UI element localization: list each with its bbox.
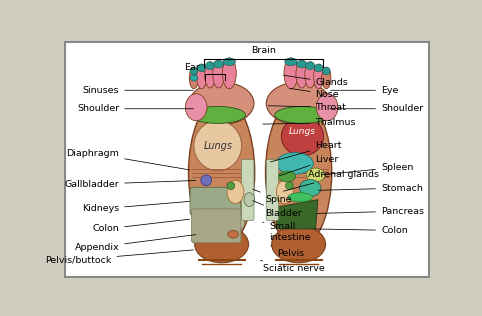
Ellipse shape — [296, 60, 308, 88]
Ellipse shape — [213, 60, 224, 88]
Ellipse shape — [275, 106, 330, 123]
FancyBboxPatch shape — [266, 160, 279, 221]
Text: Glands: Glands — [283, 75, 348, 87]
Text: Bladder: Bladder — [253, 201, 302, 218]
Text: Gallbladder: Gallbladder — [65, 180, 196, 189]
Polygon shape — [276, 200, 318, 229]
Text: Spleen: Spleen — [322, 163, 414, 175]
Text: Shoulder: Shoulder — [77, 104, 193, 113]
Ellipse shape — [214, 212, 245, 234]
Ellipse shape — [190, 106, 245, 123]
Text: Throat: Throat — [268, 103, 347, 112]
Text: Diaphragm: Diaphragm — [67, 149, 189, 170]
Ellipse shape — [189, 67, 199, 89]
FancyBboxPatch shape — [190, 187, 241, 215]
Ellipse shape — [189, 82, 254, 125]
Text: Colon: Colon — [314, 226, 408, 235]
Ellipse shape — [314, 64, 323, 89]
Ellipse shape — [307, 168, 325, 182]
Text: Shoulder: Shoulder — [330, 104, 423, 113]
FancyBboxPatch shape — [241, 160, 254, 221]
Ellipse shape — [316, 94, 338, 121]
Ellipse shape — [194, 121, 241, 171]
Ellipse shape — [288, 193, 312, 202]
Ellipse shape — [321, 67, 331, 89]
Text: Pancreas: Pancreas — [317, 207, 424, 216]
Text: Heart: Heart — [270, 141, 342, 162]
Text: Small
intestine: Small intestine — [263, 222, 311, 242]
Circle shape — [285, 182, 293, 190]
Ellipse shape — [188, 98, 254, 248]
Ellipse shape — [279, 171, 295, 182]
Ellipse shape — [266, 98, 332, 248]
Ellipse shape — [223, 58, 236, 66]
Text: Brain: Brain — [251, 46, 276, 55]
Ellipse shape — [190, 67, 198, 75]
Ellipse shape — [276, 153, 313, 174]
FancyBboxPatch shape — [65, 42, 429, 277]
Text: Spine: Spine — [253, 189, 292, 204]
Text: Sciatic nerve: Sciatic nerve — [260, 260, 325, 273]
Ellipse shape — [299, 179, 321, 197]
Ellipse shape — [266, 82, 331, 125]
Text: Colon: Colon — [93, 219, 189, 234]
Text: Appendix: Appendix — [75, 234, 196, 252]
Ellipse shape — [284, 58, 298, 89]
Text: Ear: Ear — [185, 63, 200, 72]
Circle shape — [201, 175, 212, 186]
Ellipse shape — [227, 180, 244, 204]
Ellipse shape — [214, 60, 224, 68]
Ellipse shape — [281, 117, 323, 156]
Text: Sinuses: Sinuses — [83, 86, 193, 95]
Ellipse shape — [322, 67, 330, 75]
Circle shape — [227, 182, 235, 190]
FancyBboxPatch shape — [191, 209, 241, 243]
Text: Pelvis: Pelvis — [271, 246, 304, 258]
Text: Liver: Liver — [280, 155, 339, 176]
Ellipse shape — [272, 226, 325, 263]
Ellipse shape — [190, 75, 198, 81]
Ellipse shape — [186, 94, 207, 121]
Ellipse shape — [285, 58, 297, 66]
Text: Stomach: Stomach — [318, 184, 423, 192]
Text: Kidneys: Kidneys — [82, 201, 189, 213]
Ellipse shape — [305, 62, 316, 88]
Ellipse shape — [314, 64, 323, 72]
Ellipse shape — [205, 62, 215, 88]
Text: Pelvis/buttock: Pelvis/buttock — [45, 250, 193, 264]
Ellipse shape — [197, 64, 206, 72]
Ellipse shape — [222, 58, 236, 89]
Ellipse shape — [197, 64, 207, 89]
Text: Lungs: Lungs — [203, 141, 232, 151]
Ellipse shape — [228, 230, 239, 238]
Ellipse shape — [306, 62, 315, 70]
Text: Thalmus: Thalmus — [263, 118, 356, 127]
Text: Eye: Eye — [331, 86, 399, 95]
Ellipse shape — [205, 62, 214, 70]
Ellipse shape — [195, 226, 249, 263]
Ellipse shape — [297, 60, 307, 68]
Text: Nose: Nose — [290, 88, 339, 99]
Ellipse shape — [244, 193, 254, 207]
Text: Adrenal glands: Adrenal glands — [283, 170, 379, 191]
Text: Lungs: Lungs — [289, 127, 316, 137]
Ellipse shape — [276, 180, 293, 204]
